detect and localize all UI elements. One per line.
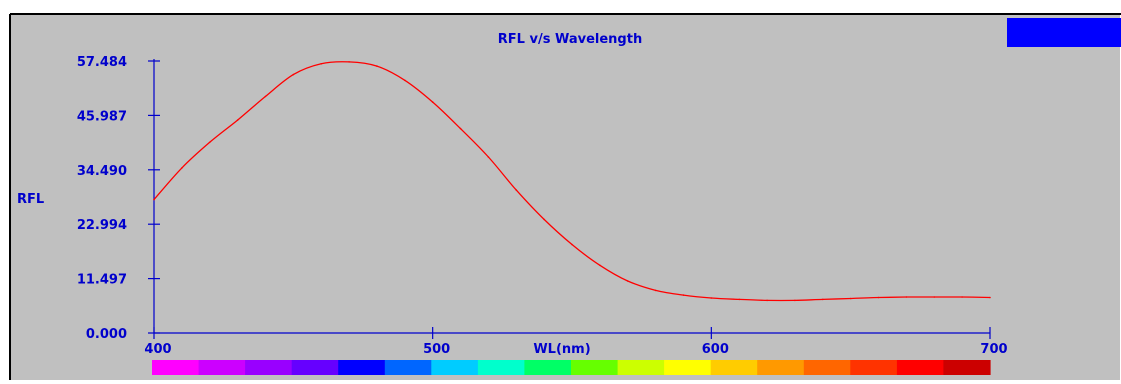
spectrum-segment [291,360,339,375]
spectrum-segment [803,360,851,375]
rfl-data-point [794,299,796,302]
y-tick-label: 0.000 [86,327,127,342]
spectrum-segment [245,360,293,375]
legend-box [1007,18,1121,47]
spectrum-segment [710,360,758,375]
rfl-data-point [599,264,601,267]
rfl-data-point [348,61,350,63]
rfl-data-point [989,296,991,299]
rfl-data-point [543,218,545,221]
rfl-data-point [961,296,963,298]
spectrum-segment [571,360,619,375]
y-tick-label: 22.994 [77,218,127,233]
rfl-data-point [515,189,518,191]
y-tick-label: 45.987 [77,109,127,124]
rfl-data-point [320,63,323,65]
x-tick-label: 500 [423,342,450,357]
y-tick-label: 11.497 [77,273,127,288]
x-axis-label: WL(nm) [533,342,590,357]
y-tick-label: 57.484 [77,55,127,70]
rfl-data-point [459,127,462,130]
rfl-data-point [487,156,490,158]
y-tick-label: 34.490 [77,164,127,179]
spectrum-segment [943,360,991,375]
rfl-data-point [404,79,406,82]
x-tick-label: 700 [980,342,1007,357]
spectrum-segment [338,360,386,375]
rfl-data-point [571,243,573,246]
rfl-data-point [933,296,936,298]
rfl-data-point [738,298,740,301]
spectrum-segment [757,360,805,375]
x-tick-label: 400 [144,342,171,357]
spectrum-segment [477,360,526,375]
rfl-data-point [264,95,267,98]
rfl-data-point [292,73,295,76]
rfl-data-point [626,280,629,282]
spectrum-segment [896,360,945,375]
rfl-data-point [153,198,155,201]
spectrum-segment [384,360,432,375]
rfl-data-point [877,296,880,299]
rfl-data-point [376,65,378,67]
spectrum-segment [664,360,712,375]
x-tick-label: 600 [702,342,729,357]
rfl-data-point [849,297,852,300]
rfl-data-point [654,289,657,292]
plot-background [10,14,1120,380]
rfl-data-point [236,119,239,121]
rfl-data-point [822,298,824,301]
spectrum-segment [431,360,479,375]
axes: 0.000 11.497 22.994 34.490 45.987 57.484 400 50… [77,55,1008,357]
spectrum-segment [617,360,665,375]
spectrum-segment [850,360,898,375]
y-axis-label: RFL [17,192,44,207]
spectrum-bar [152,360,991,375]
rfl-data-point [766,299,768,302]
chart-title: RFL v/s Wavelength [498,32,642,47]
spectrum-segment [198,360,246,375]
rfl-data-point [905,296,908,298]
spectrum-segment [152,360,200,375]
rfl-data-point [710,297,713,299]
rfl-data-point [181,167,183,169]
spectrum-segment [524,360,572,375]
rfl-data-point [682,294,685,296]
data-series [153,61,991,302]
rfl-data-point [208,141,211,144]
rfl-data-point [431,101,434,103]
